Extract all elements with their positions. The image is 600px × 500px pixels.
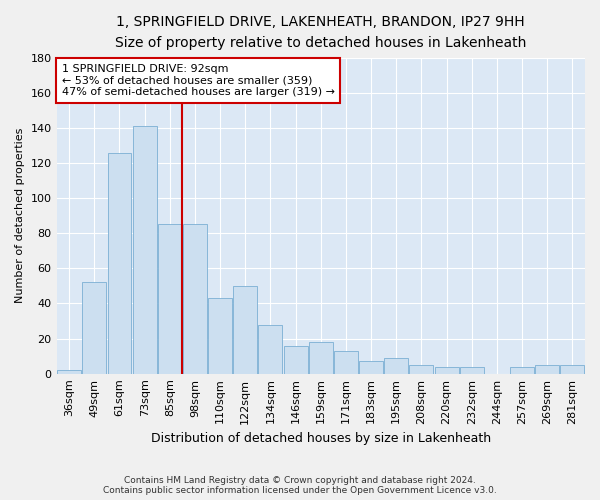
Text: 1 SPRINGFIELD DRIVE: 92sqm
← 53% of detached houses are smaller (359)
47% of sem: 1 SPRINGFIELD DRIVE: 92sqm ← 53% of deta… [62,64,335,97]
Bar [233,286,257,374]
Bar [334,351,358,374]
Bar [409,365,433,374]
Bar [208,298,232,374]
Bar [183,224,207,374]
Text: Contains HM Land Registry data © Crown copyright and database right 2024.
Contai: Contains HM Land Registry data © Crown c… [103,476,497,495]
Bar [309,342,333,374]
Bar [107,152,131,374]
Bar [82,282,106,374]
Bar [510,366,534,374]
Title: 1, SPRINGFIELD DRIVE, LAKENHEATH, BRANDON, IP27 9HH
Size of property relative to: 1, SPRINGFIELD DRIVE, LAKENHEATH, BRANDO… [115,15,526,50]
X-axis label: Distribution of detached houses by size in Lakenheath: Distribution of detached houses by size … [151,432,491,445]
Bar [359,362,383,374]
Bar [158,224,182,374]
Bar [284,346,308,374]
Bar [460,366,484,374]
Bar [385,358,408,374]
Bar [535,365,559,374]
Bar [259,324,283,374]
Bar [434,366,458,374]
Bar [560,365,584,374]
Bar [133,126,157,374]
Y-axis label: Number of detached properties: Number of detached properties [15,128,25,304]
Bar [57,370,81,374]
